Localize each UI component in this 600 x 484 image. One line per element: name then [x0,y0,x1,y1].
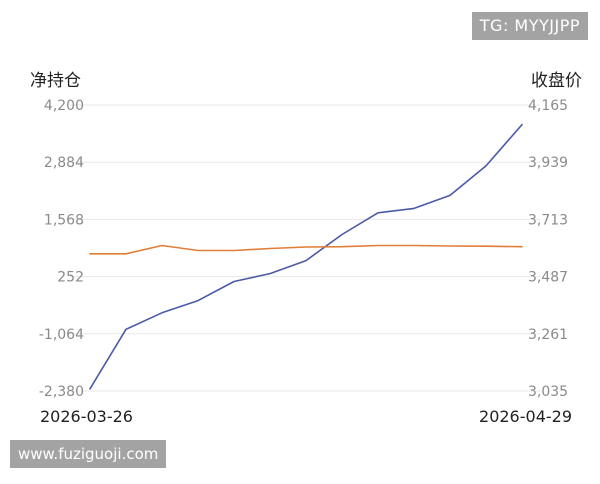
close-price-line [89,244,523,255]
right-tick-label: 3,035 [528,384,568,400]
right-tick-label: 3,939 [528,155,568,171]
right-tick-label: 3,713 [528,212,568,228]
watermark-bottom-left: www.fuziguoji.com [10,440,167,468]
left-tick-label: -2,380 [39,384,84,400]
x-start-label: 2026-03-26 [40,407,133,426]
left-tick-label: -1,064 [39,327,84,343]
watermark-top-right: TG: MYYJJPP [471,12,588,40]
right-tick-label: 4,165 [528,98,568,114]
left-tick-label: 252 [57,270,84,286]
left-axis-title: 净持仓 [30,71,81,91]
left-tick-label: 2,884 [44,155,84,171]
left-tick-label: 4,200 [44,98,84,114]
net-position-line [89,123,523,390]
left-tick-label: 1,568 [44,212,84,228]
right-axis-title: 收盘价 [531,71,582,91]
x-end-label: 2026-04-29 [479,407,572,426]
right-tick-label: 3,487 [528,270,568,286]
right-tick-label: 3,261 [528,327,568,343]
